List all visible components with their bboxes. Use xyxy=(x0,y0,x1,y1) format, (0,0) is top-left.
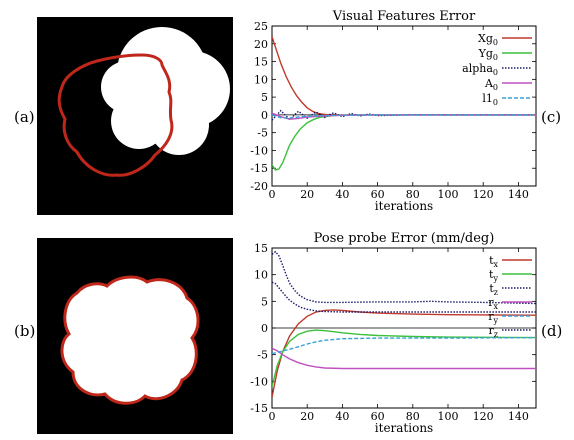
x-tick-label: 140 xyxy=(508,410,529,423)
segmentation-image-a xyxy=(37,17,233,215)
visual-features-error-chart: Visual Features Error -20 -15 -10 -5 0 5 10 15 20… xyxy=(250,9,537,213)
series-line-l10 xyxy=(272,114,536,119)
series-line-Yg0 xyxy=(272,114,536,171)
y-tick-label: 25 xyxy=(254,20,268,33)
series-line-ty xyxy=(272,329,536,387)
legend-label: rz xyxy=(489,324,498,339)
series-line-tx xyxy=(272,309,536,398)
series-line-tz xyxy=(272,250,536,305)
x-tick-label: 120 xyxy=(473,410,494,423)
x-tick-label: 0 xyxy=(269,188,276,201)
white-blob xyxy=(101,27,230,155)
y-tick-label: 15 xyxy=(254,242,268,255)
series-line-rz xyxy=(272,281,536,313)
x-tick-label: 40 xyxy=(335,188,349,201)
legend-label: A0 xyxy=(484,77,498,92)
x-tick-label: 100 xyxy=(438,188,459,201)
legend-label: alpha0 xyxy=(462,62,498,77)
legend-label: Yg0 xyxy=(478,47,498,62)
y-tick-label: 10 xyxy=(254,73,268,86)
legend-label: tx xyxy=(489,254,498,269)
legend-label: rx xyxy=(488,296,498,311)
y-tick-label: -15 xyxy=(250,402,268,415)
x-tick-label: 80 xyxy=(406,188,420,201)
y-tick-label: 10 xyxy=(254,269,268,282)
y-tick-label: -15 xyxy=(250,162,268,175)
panel-label-c: (c) xyxy=(541,108,562,126)
chart-title: Pose probe Error (mm/deg) xyxy=(314,231,495,246)
x-tick-label: 60 xyxy=(371,410,385,423)
y-tick-label: 20 xyxy=(254,38,268,51)
x-tick-label: 0 xyxy=(269,410,276,423)
legend-label: ry xyxy=(488,310,498,325)
x-tick-label: 80 xyxy=(406,410,420,423)
pose-probe-error-chart: Pose probe Error (mm/deg) -15 -10 -5 0 5 10 15 0… xyxy=(250,231,537,435)
legend-label: ty xyxy=(489,268,498,283)
red-contour xyxy=(57,53,174,177)
plot-frame xyxy=(271,25,537,187)
y-tick-label: -10 xyxy=(250,144,268,157)
image-a-shapes xyxy=(57,27,230,177)
y-tick-label: -5 xyxy=(257,349,268,362)
panel-label-d: (d) xyxy=(541,322,563,340)
y-tick-label: -20 xyxy=(250,180,268,193)
x-axis-label: iterations xyxy=(375,199,433,213)
x-tick-label: 100 xyxy=(438,410,459,423)
chart-title: Visual Features Error xyxy=(332,9,476,24)
x-tick-label: 140 xyxy=(508,188,529,201)
x-tick-label: 20 xyxy=(300,410,314,423)
x-axis-label: iterations xyxy=(375,421,433,435)
x-tick-label: 120 xyxy=(473,188,494,201)
image-b-shapes xyxy=(60,275,200,405)
y-tick-label: 0 xyxy=(261,109,268,122)
legend-label: Xg0 xyxy=(478,32,498,47)
x-tick-label: 20 xyxy=(300,188,314,201)
panel-label-a: (a) xyxy=(14,108,35,126)
y-tick-label: 5 xyxy=(261,295,268,308)
y-tick-label: 5 xyxy=(261,91,268,104)
y-tick-label: 0 xyxy=(261,322,268,335)
segmentation-image-b xyxy=(37,238,233,434)
x-tick-label: 40 xyxy=(335,410,349,423)
legend-label: l10 xyxy=(482,92,498,107)
y-tick-label: -10 xyxy=(250,375,268,388)
legend-label: tz xyxy=(489,282,498,297)
series-line-ry xyxy=(272,336,536,355)
series-line-A0 xyxy=(272,112,536,120)
y-tick-label: -5 xyxy=(257,127,268,140)
white-blob-b xyxy=(60,275,200,405)
y-tick-label: 15 xyxy=(254,56,268,69)
series-line-rx xyxy=(272,347,536,370)
panel-label-b: (b) xyxy=(14,322,36,340)
x-tick-label: 60 xyxy=(371,188,385,201)
